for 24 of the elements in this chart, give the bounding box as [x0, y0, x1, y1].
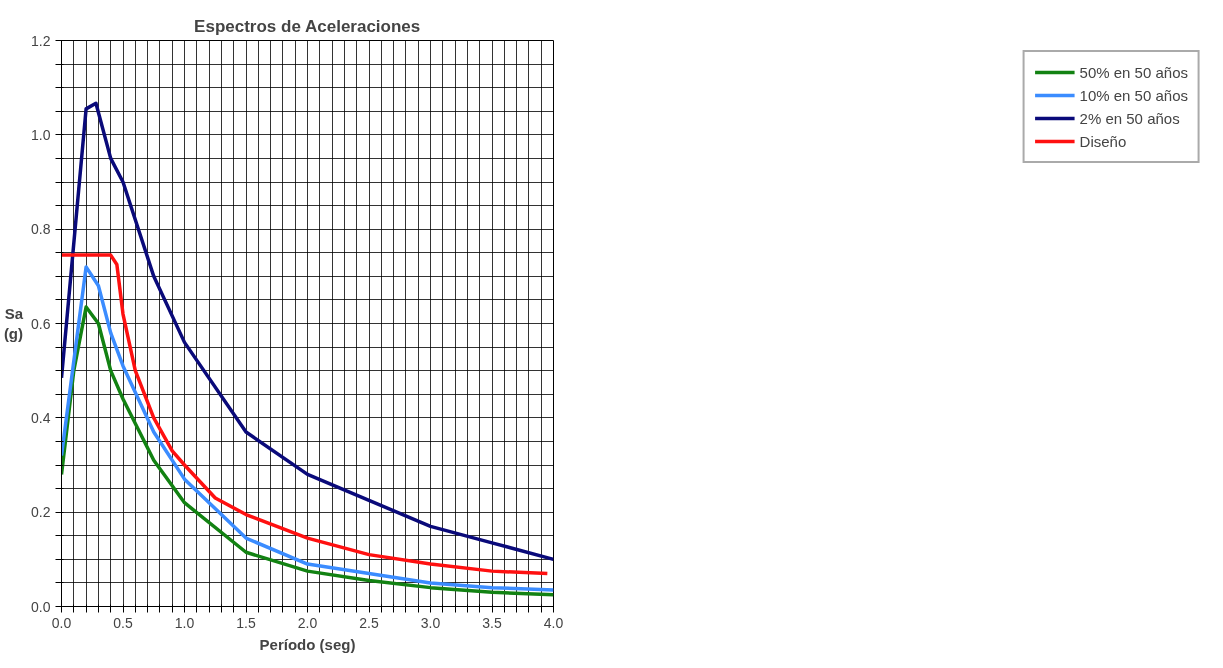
x-tick-label: 3.0	[420, 614, 441, 631]
legend-label: 10% en 50 años	[1079, 86, 1188, 104]
line-series	[61, 101, 554, 562]
x-tick-label: 0.5	[113, 614, 133, 631]
legend-label: Diseño	[1079, 132, 1127, 150]
y-tick-label: 1.0	[31, 126, 51, 143]
x-tick-label: 3.5	[482, 614, 502, 631]
y-tick-label: 0.0	[31, 598, 51, 615]
x-tick-label: 0.0	[51, 614, 72, 631]
legend-label: 50% en 50 años	[1079, 63, 1188, 81]
chart-title: Espectros de Aceleraciones	[194, 16, 421, 36]
y-tick-label: 0.6	[31, 315, 51, 332]
y-tick-label: 0.8	[31, 221, 51, 238]
x-tick-label: 2.0	[297, 614, 318, 631]
x-tick-label: 4.0	[543, 614, 564, 631]
y-axis-title: Sa (g)	[3, 304, 24, 343]
x-axis-title: Período (seg)	[259, 635, 356, 653]
x-tick-label: 1.0	[174, 614, 195, 631]
x-tick-label: 1.5	[236, 614, 256, 631]
y-tick-label: 1.2	[31, 32, 51, 49]
y-tick-label: 0.2	[31, 504, 51, 521]
y-tick-label: 0.4	[31, 409, 51, 426]
x-tick-label: 2.5	[359, 614, 379, 631]
legend-label: 2% en 50 años	[1079, 109, 1180, 127]
